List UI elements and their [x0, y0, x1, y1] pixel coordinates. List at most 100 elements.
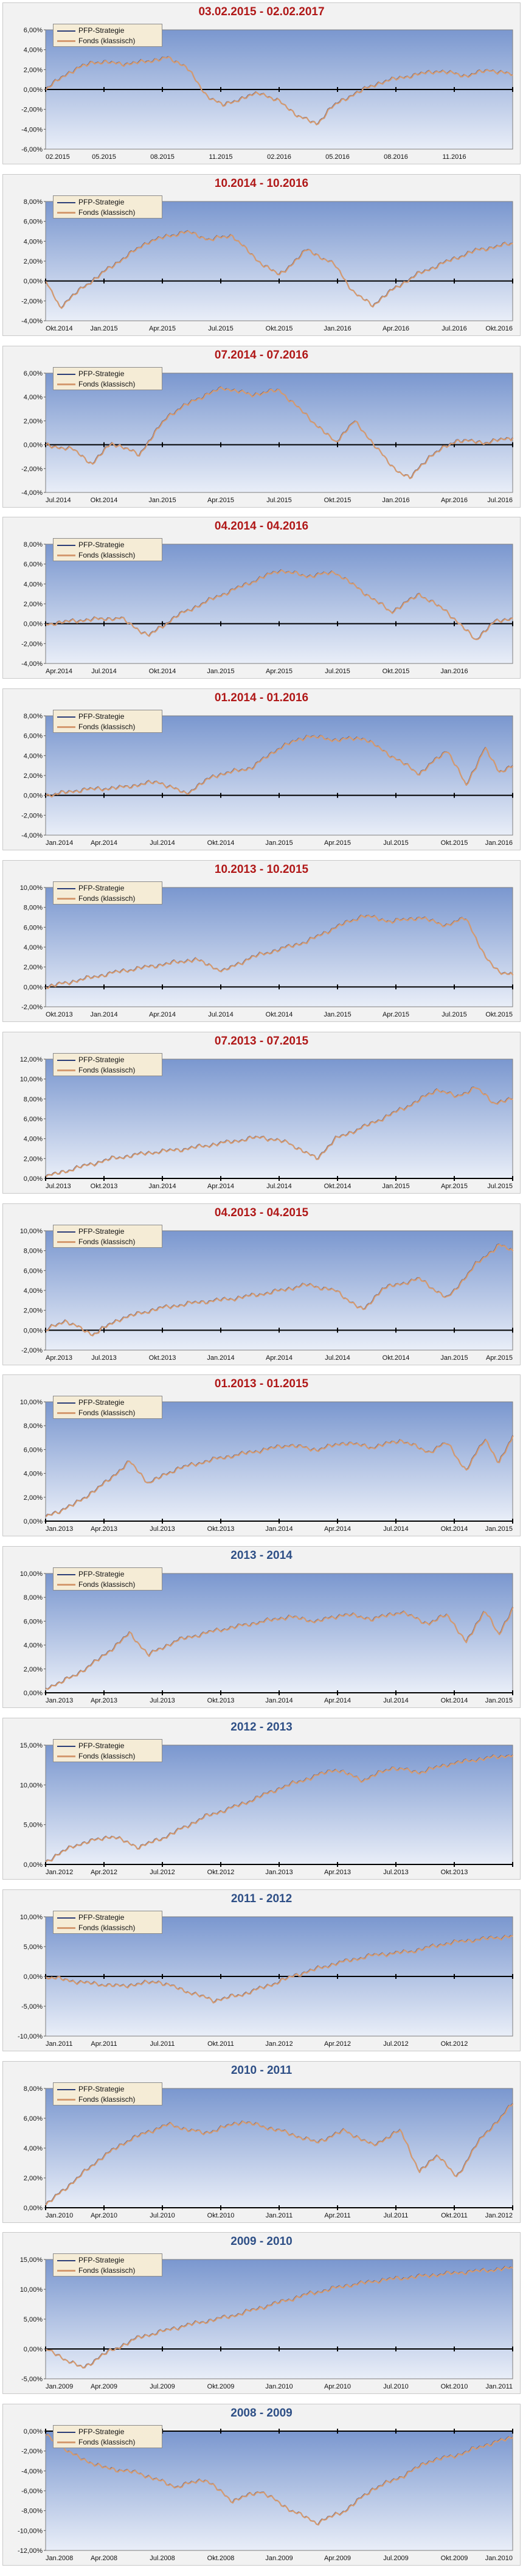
x-tick-label: Apr.2015 [486, 1354, 513, 1362]
x-tick-label: Jan.2014 [148, 1183, 176, 1190]
y-tick-label: 0,00% [24, 86, 43, 94]
x-tick-label: Jan.2011 [266, 2212, 293, 2219]
y-tick-label: 10,00% [20, 1570, 43, 1578]
legend: PFP-Strategie Fonds (klassisch) [53, 2253, 162, 2277]
chart-title: 01.2013 - 01.2015 [214, 1377, 309, 1390]
legend: PFP-Strategie Fonds (klassisch) [53, 24, 162, 47]
x-tick-label: Jul.2012 [150, 1869, 175, 1876]
legend-swatch [57, 2088, 75, 2090]
x-tick-label: Okt.2014 [91, 497, 118, 504]
legend-label: PFP-Strategie [78, 2256, 125, 2264]
legend-swatch [57, 1412, 75, 1415]
x-tick-label: Apr.2014 [91, 839, 117, 847]
x-tick-label: Jul.2015 [383, 839, 409, 847]
x-tick-label: Okt.2014 [266, 1011, 293, 1018]
legend-label: PFP-Strategie [78, 1055, 125, 1064]
x-tick-label: Okt.2014 [441, 1697, 468, 1704]
x-tick-label: Jan.2008 [46, 2555, 73, 2562]
y-tick-label: 6,00% [24, 561, 43, 569]
x-tick-label: Apr.2009 [91, 2383, 117, 2390]
y-tick-label: 6,00% [24, 370, 43, 377]
x-tick-label: Jul.2016 [487, 497, 513, 504]
chart-panel: 2010 - 2011 8,00% 6,00% 4,00% 2,00% 0,00% Jan.… [2, 2061, 521, 2223]
legend-label: Fonds (klassisch) [78, 723, 136, 731]
plot-area [45, 1745, 513, 1865]
x-tick-label: Jul.2014 [150, 839, 175, 847]
legend-label: Fonds (klassisch) [78, 1580, 136, 1589]
x-tick-label: Jan.2016 [382, 497, 409, 504]
x-tick-label: Apr.2016 [383, 325, 409, 332]
chart-title: 03.02.2015 - 02.02.2017 [198, 5, 325, 18]
y-tick-label: 4,00% [24, 1136, 43, 1143]
chart-panel: 2008 - 2009 0,00% -2,00% -4,00% -6,00% -8,00%… [2, 2404, 521, 2566]
legend-item: PFP-Strategie [57, 2427, 124, 2437]
x-tick-label: Okt.2014 [324, 1183, 352, 1190]
legend-item: Fonds (klassisch) [57, 722, 135, 732]
x-tick-label: Jan.2012 [46, 1869, 73, 1876]
x-tick-label: Jan.2015 [382, 1183, 409, 1190]
y-tick-label: 0,00% [24, 1973, 43, 1981]
y-tick-label: -2,00% [21, 298, 43, 305]
line-chart: 8,00%6,00%4,00%2,00%0,00%-2,00%-4,00%Jan… [21, 713, 514, 847]
x-tick-label: Jul.2014 [46, 497, 71, 504]
x-tick-label: Okt.2015 [383, 668, 410, 675]
plot-area [45, 201, 513, 321]
y-tick-label: 8,00% [24, 198, 43, 206]
x-tick-label: Jul.2009 [150, 2383, 175, 2390]
y-tick-label: 8,00% [24, 1096, 43, 1103]
y-tick-label: 6,00% [24, 924, 43, 931]
line-chart: 10,00% 8,00% 6,00% 4,00% 2,00% 0,00%Jan.2013 A… [20, 1399, 514, 1533]
y-tick-label: 6,00% [24, 27, 43, 34]
x-tick-label: Okt.2015 [266, 325, 293, 332]
y-tick-label: 15,00% [20, 2256, 43, 2264]
legend-item: PFP-Strategie [57, 1055, 124, 1065]
legend: PFP-Strategie Fonds (klassisch) [53, 710, 162, 733]
legend: PFP-Strategie Fonds (klassisch) [53, 538, 162, 561]
y-tick-label: 6,00% [24, 2115, 43, 2123]
x-tick-label: Okt.2013 [441, 1869, 468, 1876]
y-tick-label: 2,00% [24, 1155, 43, 1163]
y-tick-label: 2,00% [24, 1666, 43, 1673]
series-fonds-klassisch [45, 1435, 514, 1517]
y-tick-label: 2,00% [24, 2175, 43, 2182]
legend-label: PFP-Strategie [78, 1741, 125, 1750]
y-tick-label: 0,00% [24, 793, 43, 800]
legend-label: PFP-Strategie [78, 1570, 125, 1578]
chart-title: 2009 - 2010 [230, 2235, 293, 2248]
legend-item: Fonds (klassisch) [57, 2095, 135, 2104]
legend-item: Fonds (klassisch) [57, 2437, 135, 2447]
series-fonds-klassisch [46, 1244, 514, 1337]
x-tick-label: Okt.2014 [149, 668, 176, 675]
x-tick-label: Jul.2011 [384, 2212, 409, 2219]
line-chart: 8,00%6,00%4,00%2,00%0,00%-2,00%-4,00%Apr… [21, 541, 513, 675]
x-tick-label: Apr.2014 [324, 1525, 351, 1533]
legend-label: Fonds (klassisch) [78, 380, 136, 388]
legend-label: PFP-Strategie [78, 1398, 125, 1407]
legend: PFP-Strategie Fonds (klassisch) [53, 881, 162, 905]
x-tick-label: Jul.2012 [383, 2040, 409, 2048]
y-tick-label: -4,00% [21, 832, 43, 839]
y-tick-label: 5,00% [24, 2316, 43, 2323]
x-tick-label: Apr.2013 [91, 1697, 117, 1704]
x-tick-label: Jan.2009 [46, 2383, 73, 2390]
x-tick-label: Apr.2011 [324, 2212, 350, 2219]
x-tick-label: Jan.2016 [324, 325, 351, 332]
chart-title: 04.2014 - 04.2016 [214, 520, 309, 533]
x-tick-label: Jan.2015 [148, 497, 176, 504]
x-tick-label: Okt.2013 [149, 1354, 176, 1362]
x-tick-label: Okt.2015 [441, 839, 468, 847]
chart-panel: 2011 - 2012 10,00% 5,00% 0,00% -5,00% -10,00%… [2, 1889, 521, 2051]
x-tick-label: Apr.2008 [91, 2555, 117, 2562]
y-tick-label: 2,00% [24, 1307, 43, 1315]
x-tick-label: Okt.2008 [207, 2555, 235, 2562]
line-chart: 10,00%8,00%6,00%4,00%2,00%0,00%-2,00%Apr… [20, 1228, 514, 1362]
y-tick-label: 0,00% [24, 621, 43, 628]
legend-item: PFP-Strategie [57, 1741, 124, 1751]
legend-swatch [57, 1231, 75, 1233]
line-chart: 10,00% 8,00% 6,00% 4,00% 2,00% 0,00%Jan.2013 A… [20, 1570, 514, 1704]
y-tick-label: -8,00% [21, 2508, 43, 2515]
x-tick-label: Apr.2014 [207, 1183, 234, 1190]
legend: PFP-Strategie Fonds (klassisch) [53, 1911, 162, 1934]
y-tick-label: 10,00% [20, 884, 43, 892]
legend-swatch [57, 1755, 75, 1758]
